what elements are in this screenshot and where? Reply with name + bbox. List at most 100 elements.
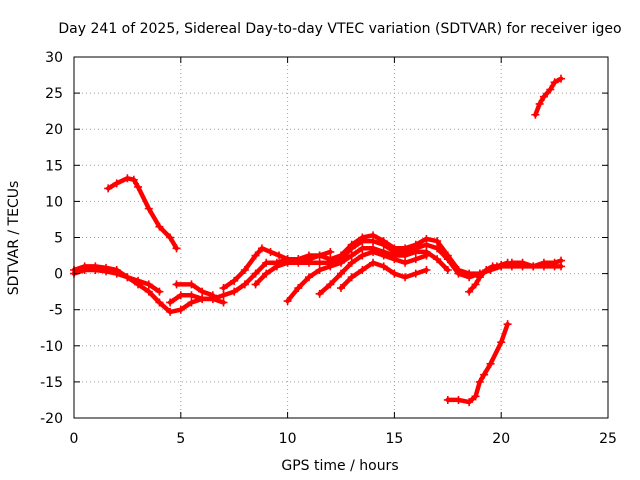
data-point [347,244,356,253]
data-point [358,265,367,274]
data-point [337,258,345,267]
series-track-i [315,247,431,298]
y-axis-ticks: -20 -15 -10 -5 0 5 10 15 20 25 30 [40,50,608,427]
data-point [251,280,260,289]
data-point [155,222,164,231]
data-point [176,305,185,314]
data-point [433,237,442,246]
data-point [144,204,153,213]
y-axis-label: SDTVAR / TECUs [6,181,22,296]
y-tick-label: -15 [40,375,63,391]
data-point [304,258,313,267]
x-tick-label: 25 [599,431,617,447]
data-point [102,267,111,276]
series-track-m [531,74,566,119]
data-point [240,265,249,274]
series-layer [70,74,566,407]
data-point [358,244,367,253]
data-point [230,287,239,296]
data-point [497,338,506,347]
data-point [401,251,410,260]
data-point [123,174,132,183]
y-tick-label: 0 [54,267,63,283]
data-point [315,251,324,260]
data-point [546,85,555,94]
y-tick-label: 30 [45,50,63,66]
data-point [507,262,516,271]
data-point [80,265,89,274]
data-point [172,244,181,253]
series-track-l [443,320,512,407]
y-tick-label: -20 [40,411,63,427]
series-track-c [166,291,228,307]
data-point [326,280,335,289]
data-point [208,291,217,300]
data-point [144,287,153,296]
data-point [379,262,388,271]
y-tick-label: 25 [45,86,63,102]
data-point [166,298,175,307]
data-point [471,392,480,401]
data-point [465,398,474,407]
data-point [198,287,207,296]
data-point [315,258,324,267]
data-point [531,110,540,119]
data-point [497,260,506,269]
x-tick-label: 10 [279,431,297,447]
data-point [358,237,367,246]
data-point [379,240,388,249]
data-point [369,247,378,256]
data-point [411,269,420,278]
data-point [529,262,538,271]
data-point [326,247,335,256]
y-tick-label: 15 [45,158,63,174]
data-point [503,320,512,329]
data-point [275,251,284,260]
data-point [443,265,452,274]
data-point [304,273,313,282]
series-track-k [465,258,512,296]
data-point [475,377,484,386]
data-point [443,255,452,264]
data-point [219,298,228,307]
data-point [465,273,474,282]
data-point [166,307,175,316]
data-point [112,269,121,278]
y-tick-label: -5 [49,303,63,319]
series-track-j [337,258,431,293]
data-point [315,289,324,298]
data-point [550,78,559,87]
data-point [326,262,335,271]
data-point [176,291,185,300]
data-point [129,175,138,184]
series-line [533,76,564,118]
data-point [272,262,281,271]
data-point [369,237,378,246]
grid-lines [74,57,608,418]
data-point [198,294,207,303]
data-point [492,262,501,271]
series-track-b [70,265,164,296]
data-point [454,269,463,278]
x-axis-ticks: 0 5 10 15 20 25 [70,57,617,447]
data-point [347,273,356,282]
chart-title: Day 241 of 2025, Sidereal Day-to-day VTE… [58,21,621,37]
data-point [518,262,527,271]
series-line [174,282,216,298]
data-point [411,255,420,264]
data-point [557,74,566,83]
data-point [480,370,489,379]
data-point [503,258,512,267]
data-point [471,280,480,289]
data-point [347,251,356,260]
data-point [557,262,566,271]
data-point [166,233,175,242]
data-point [294,258,303,267]
data-point [422,240,431,249]
data-point [433,255,442,264]
series-line [285,246,451,304]
data-point [144,280,153,289]
data-point [155,287,164,296]
data-point [294,284,303,293]
